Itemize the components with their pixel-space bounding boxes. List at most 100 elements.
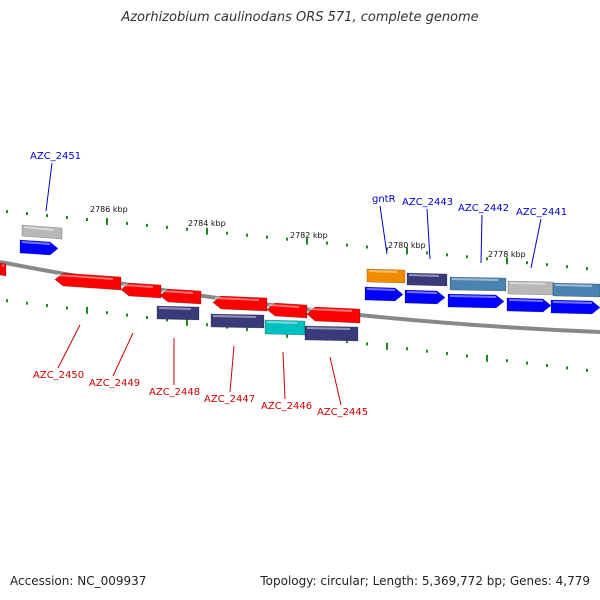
scale-tick bbox=[46, 214, 48, 218]
gene-AZC_2450[interactable] bbox=[54, 272, 122, 291]
gene-AZC_2447[interactable] bbox=[210, 313, 265, 329]
leader-AZC_2442 bbox=[480, 214, 483, 264]
gene-next-blue-highlight bbox=[552, 301, 593, 304]
gene-AZC_2448-red[interactable] bbox=[159, 288, 202, 305]
gene-label-AZC_2451[interactable]: AZC_2451 bbox=[30, 151, 81, 162]
gene-features bbox=[0, 224, 600, 342]
gene-AZC_2443[interactable] bbox=[406, 272, 448, 287]
scale-tick bbox=[466, 255, 468, 259]
gene-AZC_2443-blue[interactable] bbox=[404, 289, 446, 305]
scale-tick bbox=[226, 231, 228, 235]
gene-AZC_2445-red-highlight bbox=[308, 308, 353, 312]
gene-AZC_2446-red-highlight bbox=[268, 304, 300, 308]
scale-tick bbox=[526, 361, 528, 365]
scale-tick bbox=[306, 237, 308, 245]
scale-tick bbox=[26, 212, 28, 216]
scale-tick bbox=[146, 316, 148, 320]
gene-next-steel[interactable] bbox=[552, 282, 600, 298]
leader-AZC_2450 bbox=[57, 324, 81, 369]
gene-label-AZC_2447[interactable]: AZC_2447 bbox=[204, 394, 255, 405]
gene-AZC_2448-highlight bbox=[158, 307, 192, 310]
gene-label-gntR[interactable]: gntR bbox=[372, 194, 396, 205]
gene-label-AZC_2441[interactable]: AZC_2441 bbox=[516, 207, 567, 218]
leader-AZC_2446 bbox=[282, 351, 286, 400]
forward-gene-labels: AZC_2451 gntR AZC_2443 AZC_2442 AZC_2441 bbox=[30, 151, 567, 218]
scale-label-2784: 2784 kbp bbox=[188, 219, 226, 228]
scale-tick bbox=[486, 257, 488, 261]
gene-AZC_2447-red[interactable] bbox=[212, 295, 268, 312]
scale-tick bbox=[186, 227, 188, 231]
scale-tick bbox=[346, 340, 348, 344]
scale-tick bbox=[546, 263, 548, 267]
scale-tick bbox=[526, 261, 528, 265]
gene-AZC_2446-red[interactable] bbox=[266, 302, 308, 319]
gene-label-AZC_2450[interactable]: AZC_2450 bbox=[33, 370, 84, 381]
scale-tick bbox=[446, 352, 448, 356]
gene-AZC_2445[interactable] bbox=[304, 325, 359, 342]
leader-gntR bbox=[379, 205, 388, 255]
map-title: Azorhizobium caulinodans ORS 571, comple… bbox=[121, 10, 479, 25]
gene-AZC_2442-blue-highlight bbox=[449, 295, 497, 298]
scale-tick bbox=[246, 328, 248, 332]
gene-AZC_2449[interactable] bbox=[120, 282, 162, 299]
gene-AZC_2448[interactable] bbox=[156, 305, 200, 321]
gene-AZC_2442-highlight bbox=[451, 278, 499, 281]
gene-AZC_2451-grey[interactable] bbox=[21, 224, 63, 240]
gene-AZC_2450-highlight bbox=[56, 274, 114, 280]
scale-tick bbox=[106, 311, 108, 315]
gene-label-AZC_2445[interactable]: AZC_2445 bbox=[317, 407, 368, 418]
gene-AZC_2443-highlight bbox=[408, 274, 440, 277]
gene-AZC_2446-highlight bbox=[266, 321, 298, 324]
scale-tick bbox=[86, 217, 88, 221]
gene-gntR-blue[interactable] bbox=[364, 286, 404, 302]
reverse-gene-labels: AZC_2450 AZC_2449 AZC_2448 AZC_2447 AZC_… bbox=[33, 370, 368, 418]
gene-label-AZC_2446[interactable]: AZC_2446 bbox=[261, 401, 312, 412]
gene-AZC_2451[interactable] bbox=[19, 239, 59, 256]
scale-tick bbox=[206, 323, 208, 327]
scale-tick bbox=[466, 354, 468, 358]
scale-label-2778: 2778 kbp bbox=[488, 250, 526, 259]
genome-summary-text: Topology: circular; Length: 5,369,772 bp… bbox=[260, 574, 590, 588]
tick-track-outer bbox=[6, 210, 588, 271]
scale-tick bbox=[166, 318, 168, 322]
scale-tick bbox=[546, 364, 548, 368]
gene-AZC_2445-red[interactable] bbox=[306, 306, 361, 324]
scale-tick bbox=[406, 247, 408, 255]
scale-tick bbox=[126, 313, 128, 317]
scale-tick bbox=[366, 342, 368, 346]
gene-AZC_2447-red-highlight bbox=[214, 297, 260, 301]
scale-tick bbox=[66, 306, 68, 310]
gene-left-edge-red[interactable] bbox=[0, 262, 7, 277]
gene-gntR-blue-highlight bbox=[366, 288, 396, 291]
scale-label-2786: 2786 kbp bbox=[90, 205, 128, 214]
scale-tick bbox=[346, 243, 348, 247]
scale-tick bbox=[386, 342, 388, 350]
gene-label-AZC_2443[interactable]: AZC_2443 bbox=[402, 197, 453, 208]
gene-AZC_2451-highlight bbox=[21, 241, 51, 245]
gene-AZC_2447-highlight bbox=[212, 315, 257, 318]
gene-label-AZC_2448[interactable]: AZC_2448 bbox=[149, 387, 200, 398]
gene-AZC_2443-blue-highlight bbox=[406, 291, 438, 294]
scale-tick bbox=[106, 217, 108, 225]
gene-AZC_2442[interactable] bbox=[449, 276, 507, 292]
leader-AZC_2445 bbox=[329, 356, 342, 406]
gene-label-AZC_2442[interactable]: AZC_2442 bbox=[458, 203, 509, 214]
scale-tick bbox=[146, 223, 148, 227]
gene-gntR[interactable] bbox=[366, 268, 406, 284]
gene-next-steel-highlight bbox=[554, 284, 593, 287]
scale-tick bbox=[86, 306, 88, 314]
scale-tick bbox=[586, 368, 588, 372]
gene-AZC_2441-blue[interactable] bbox=[506, 297, 552, 313]
gene-AZC_2441-highlight bbox=[509, 282, 546, 285]
scale-tick bbox=[166, 225, 168, 229]
scale-tick bbox=[6, 210, 8, 214]
gene-AZC_2442-blue[interactable] bbox=[447, 293, 505, 309]
scale-tick bbox=[246, 233, 248, 237]
gene-next-blue[interactable] bbox=[550, 299, 600, 315]
leader-AZC_2447 bbox=[229, 345, 235, 393]
gene-label-AZC_2449[interactable]: AZC_2449 bbox=[89, 378, 140, 389]
gene-gntR-highlight bbox=[368, 270, 398, 273]
scale-tick bbox=[426, 349, 428, 353]
scale-tick bbox=[46, 304, 48, 308]
